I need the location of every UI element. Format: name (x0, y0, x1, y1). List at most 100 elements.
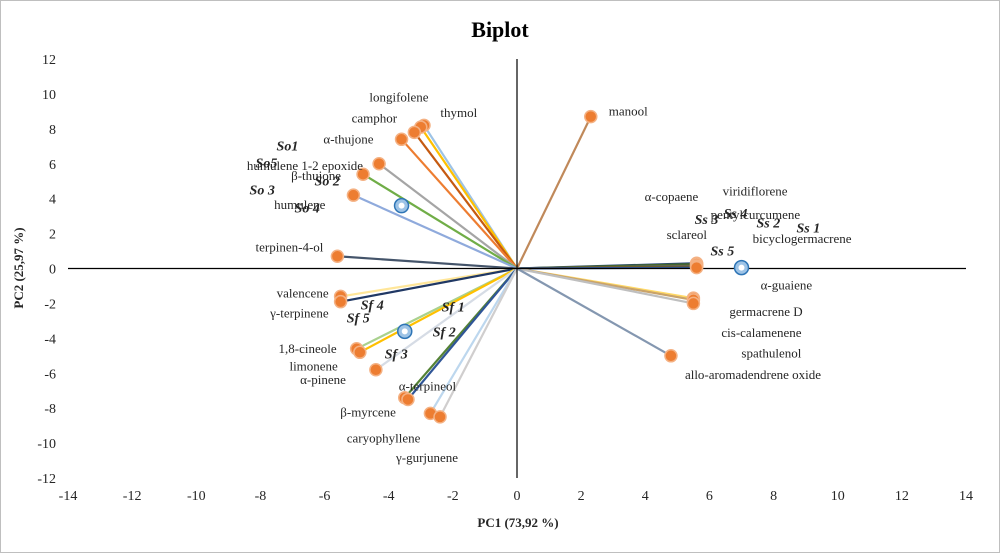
centroid-core-sf (401, 328, 408, 335)
x-tick-label: -6 (319, 489, 331, 504)
variable-point-humulene-1-2-epoxide (372, 157, 386, 171)
x-tick-label: -14 (59, 489, 78, 504)
vector-myrcene (407, 267, 518, 401)
y-tick-label: -10 (37, 437, 56, 452)
chart-title: Biplot (471, 17, 529, 42)
variable-point-terpinen-4-ol (330, 249, 345, 264)
variable-point-humulene (346, 188, 361, 202)
variable-label-1-8-cineole: 1,8-cineole (279, 341, 337, 356)
x-tick-label: -2 (447, 489, 459, 504)
tick-labels: -14 -12 -10 -8 -6 -4 -2 0 2 4 6 8 10 12 14-12-10-8-6-4… (37, 53, 973, 504)
sample-label-so5: So5 (256, 157, 278, 172)
variable-point-myrcene (401, 392, 415, 407)
x-tick-label: 12 (895, 489, 909, 504)
vector-caryophyllene (429, 267, 518, 414)
sample-labels: So1 So5 So 2 So 3 So 4 Ss 3 Ss 4 Ss 2 Ss 1 Ss 5 Sf… (250, 140, 821, 363)
variable-point-guaiene (689, 260, 704, 275)
vector-terpinen-4-ol (337, 255, 518, 270)
x-tick-label: -8 (255, 489, 267, 504)
variable-label-germacrene-d: germacrene D (729, 304, 802, 319)
variable-label-valencene: valencene (277, 285, 329, 300)
variable-point-camphor (407, 125, 422, 140)
vector-pinene (375, 267, 518, 371)
variable-points (330, 109, 704, 424)
sample-label-so-2: So 2 (315, 175, 340, 190)
x-tick-label: -4 (383, 489, 395, 504)
vector-manool (516, 116, 592, 269)
variable-point-allo-aromadendrene-oxide (664, 349, 678, 363)
x-tick-label: 0 (514, 489, 521, 504)
y-tick-label: -8 (44, 402, 56, 417)
y-tick-label: -4 (44, 332, 56, 347)
y-tick-label: 0 (49, 263, 56, 278)
x-tick-label: 6 (706, 489, 713, 504)
variable-label-longifolene: longifolene (369, 89, 428, 104)
variable-point-thujone (394, 132, 409, 147)
variable-label-terpinene: γ-terpinene (269, 306, 329, 321)
variable-point-limonene (353, 345, 367, 360)
variable-label-myrcene: β-myrcene (340, 404, 396, 419)
axes (68, 59, 966, 478)
variable-label-bicyclogermacrene: bicyclogermacrene (753, 231, 852, 246)
sample-label-ss-3: Ss 3 (695, 213, 719, 228)
sample-label-sf-1: Sf 1 (442, 300, 465, 315)
vector-limonene (359, 267, 518, 354)
sample-label-ss-1: Ss 1 (797, 222, 821, 237)
variable-point-spathulenol (686, 296, 701, 311)
variable-label-manool: manool (609, 104, 648, 119)
variable-label-thujone: β-thujone (291, 168, 341, 183)
x-tick-label: 10 (831, 489, 845, 504)
variable-point-thujone (356, 167, 370, 181)
y-tick-label: 8 (49, 123, 56, 138)
sample-label-so1: So1 (277, 140, 299, 155)
x-tick-label: 14 (959, 489, 973, 504)
variable-label-caryophyllene: caryophyllene (347, 430, 421, 445)
variable-label-humulene-1-2-epoxide: humulene 1-2 epoxide (247, 158, 363, 173)
x-tick-label: 4 (642, 489, 649, 504)
sample-label-sf-2: Sf 2 (433, 325, 456, 340)
y-tick-label: 10 (42, 88, 56, 103)
variable-label-pinene: α-pinene (300, 372, 346, 387)
variable-vectors (337, 116, 697, 418)
variable-label-guaiene: α-guaiene (761, 278, 813, 293)
variable-point-pinene (369, 363, 383, 377)
variable-point-manool (584, 109, 598, 124)
sample-centroids (393, 197, 750, 340)
y-tick-label: 2 (49, 228, 56, 243)
centroid-core-so (398, 202, 405, 209)
variable-point-gurjunene (433, 410, 447, 424)
variable-label-thujone: α-thujone (323, 131, 373, 146)
variable-label-terpinen-4-ol: terpinen-4-ol (256, 239, 324, 254)
variable-labels: longifolene thymol camphor α-thujone humulen… (247, 89, 852, 465)
y-tick-label: -12 (37, 472, 56, 487)
x-tick-label: -10 (187, 489, 206, 504)
sample-label-sf-3: Sf 3 (385, 347, 408, 362)
variable-label-pentylcurcumene: pentylcurcumene (711, 207, 801, 222)
x-tick-label: 2 (578, 489, 585, 504)
variable-label-spathulenol: spathulenol (741, 345, 801, 360)
y-tick-label: 6 (49, 158, 56, 173)
y-tick-label: 4 (49, 193, 56, 208)
variable-label-viridiflorene: viridiflorene (723, 183, 788, 198)
x-tick-label: 8 (770, 489, 777, 504)
variable-label-humulene: humulene (274, 197, 325, 212)
sample-label-so-4: So 4 (295, 202, 320, 217)
variable-label-thymol: thymol (440, 105, 477, 120)
y-tick-label: -2 (44, 297, 56, 312)
vector-camphor (413, 131, 518, 270)
vector-terpinene (340, 267, 518, 303)
variable-label-allo-aromadendrene-oxide: allo-aromadendrene oxide (685, 367, 821, 382)
vector-humulene-1-2-epoxide (378, 162, 518, 270)
variable-label-copaene: α-copaene (645, 189, 699, 204)
sample-label-ss-2: Ss 2 (757, 217, 781, 232)
vector-thujone (362, 173, 518, 270)
sample-label-so-3: So 3 (250, 184, 275, 199)
x-axis-title: PC1 (73,92 %) (477, 515, 558, 530)
x-tick-label: -12 (123, 489, 142, 504)
variable-label-terpineol: α-terpineol (399, 379, 457, 394)
y-tick-label: -6 (44, 367, 56, 382)
vector-thymol (419, 126, 518, 270)
variable-label-sclareol: sclareol (667, 227, 708, 242)
